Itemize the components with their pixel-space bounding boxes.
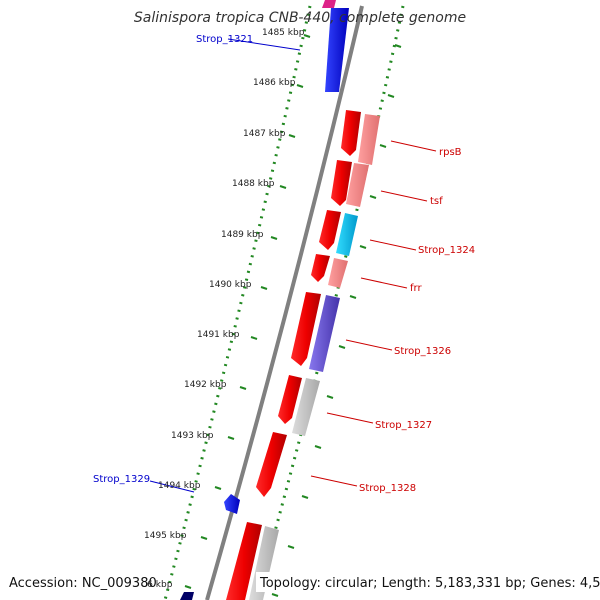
inner-ticks <box>184 34 311 589</box>
kbp-label: 1491 kbp <box>197 330 240 340</box>
gene-strop-1326 <box>291 292 321 366</box>
kbp-label: 1488 kbp <box>232 179 275 189</box>
gene-bottom-red <box>226 522 262 600</box>
kbp-label: 1487 kbp <box>243 129 286 139</box>
gene-frr <box>311 254 330 282</box>
kbp-label: 1494 kbp <box>158 481 201 491</box>
kbp-labels: 1485 kbp 1486 kbp 1487 kbp 1488 kbp 1489… <box>130 28 305 590</box>
gene-label-strop-1324[interactable]: Strop_1324 <box>418 245 475 256</box>
gene-strop-1321 <box>325 8 349 92</box>
kbp-label: 1489 kbp <box>221 230 264 240</box>
topology-text: Topology: circular; Length: 5,183,331 bp… <box>259 576 600 591</box>
footer-bg-left <box>4 572 146 592</box>
gene-strop-1324 <box>319 210 341 250</box>
gene-strop-1327 <box>278 375 302 424</box>
gene-reverse-top <box>322 0 336 8</box>
gene-label-strop-1328[interactable]: Strop_1328 <box>359 483 416 494</box>
gene-label-rpsB[interactable]: rpsB <box>439 147 462 158</box>
gene-strop-1326-purple <box>309 295 340 372</box>
gene-label-strop-1327[interactable]: Strop_1327 <box>375 420 432 431</box>
gene-label-strop-1321[interactable]: Strop_1321 <box>196 34 253 45</box>
kbp-label: 1492 kbp <box>184 380 227 390</box>
kbp-label: 1486 kbp <box>253 78 296 88</box>
kbp-label: 1490 kbp <box>209 280 252 290</box>
gene-frr-pink <box>328 258 348 288</box>
gene-label-strop-1329[interactable]: Strop_1329 <box>93 474 150 485</box>
gene-strop-1327-gray <box>292 378 320 436</box>
forward-strand-genes <box>226 110 380 600</box>
accession-text: Accession: NC_009380 <box>9 576 157 591</box>
genome-backbone <box>205 5 364 600</box>
gene-tsf <box>331 160 352 206</box>
outer-ticks <box>271 44 402 597</box>
kbp-label: 1493 kbp <box>171 431 214 441</box>
gene-label-strop-1326[interactable]: Strop_1326 <box>394 346 451 357</box>
gene-label-tsf[interactable]: tsf <box>430 196 443 207</box>
gene-strop-1328 <box>256 432 287 497</box>
kbp-label: 1495 kbp <box>144 531 187 541</box>
gene-reverse-bottom <box>180 592 194 600</box>
label-leaders <box>149 38 437 493</box>
kbp-label: 1496 kbp <box>130 580 173 590</box>
gene-rpsB-pink <box>358 114 380 165</box>
map-title: Salinispora tropica CNB-440, complete ge… <box>134 10 466 26</box>
footer-bg-right <box>256 572 596 592</box>
reverse-strand-genes <box>180 0 349 600</box>
gene-labels: Strop_1321 rpsB tsf Strop_1324 frr Strop… <box>93 34 475 494</box>
gene-tsf-pink <box>346 163 369 207</box>
gene-strop-1329 <box>224 494 240 514</box>
gene-strop-1324-cyan <box>336 213 358 256</box>
gene-label-frr[interactable]: frr <box>410 283 422 294</box>
gene-rpsB <box>341 110 361 156</box>
kbp-label: 1485 kbp <box>262 28 305 38</box>
